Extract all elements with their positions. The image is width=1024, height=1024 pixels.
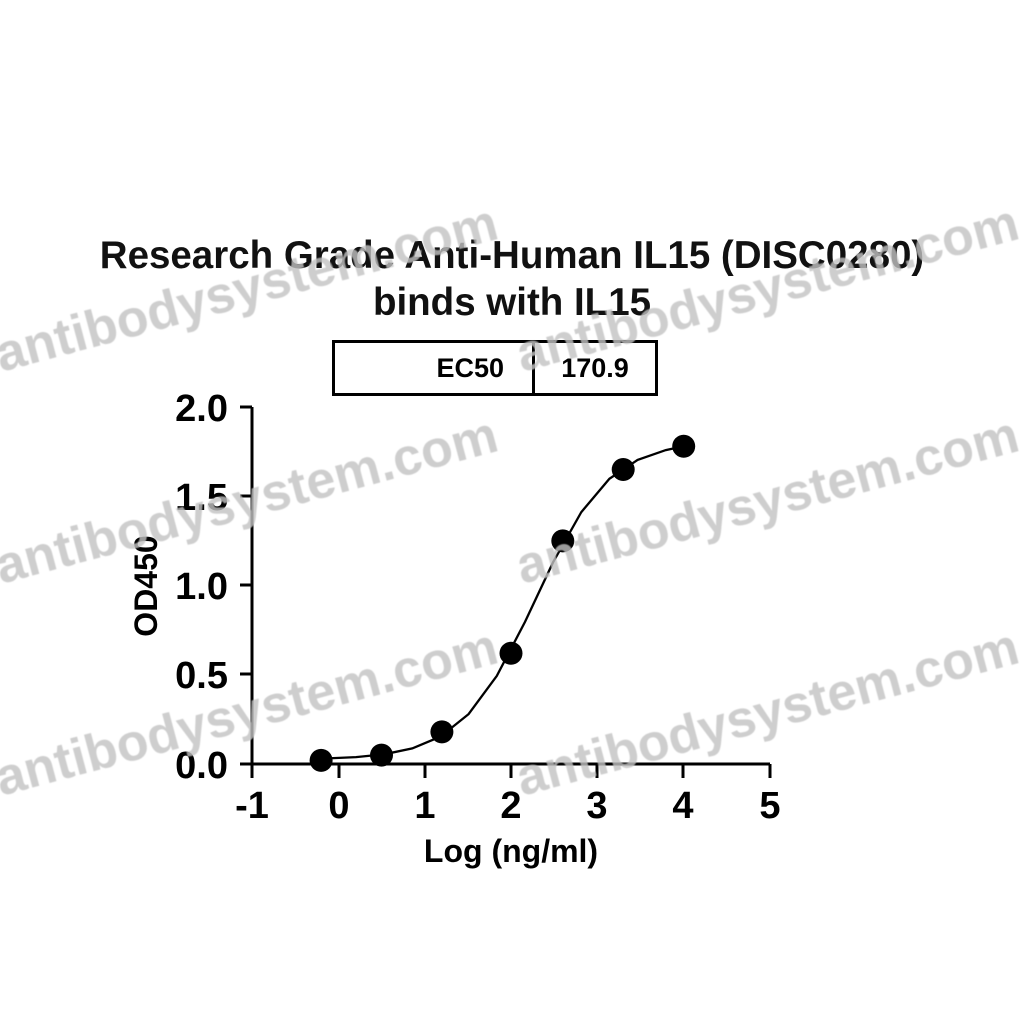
- svg-text:0.0: 0.0: [175, 745, 228, 787]
- svg-text:2.0: 2.0: [175, 388, 228, 430]
- svg-text:-1: -1: [235, 785, 269, 827]
- svg-text:1: 1: [414, 785, 435, 827]
- svg-text:5: 5: [759, 785, 780, 827]
- svg-text:2: 2: [500, 785, 521, 827]
- svg-text:0: 0: [328, 785, 349, 827]
- svg-text:1.0: 1.0: [175, 566, 228, 608]
- svg-text:3: 3: [586, 785, 607, 827]
- svg-text:OD450: OD450: [128, 535, 164, 636]
- svg-text:Log (ng/ml): Log (ng/ml): [424, 833, 598, 869]
- svg-text:1.5: 1.5: [175, 477, 228, 519]
- svg-text:4: 4: [672, 785, 693, 827]
- svg-text:0.5: 0.5: [175, 655, 228, 697]
